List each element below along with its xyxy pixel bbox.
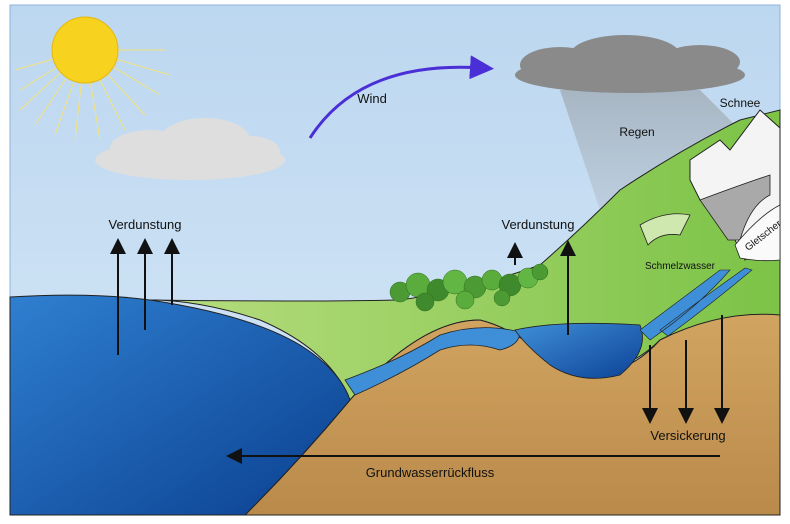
label-evaporation-sea: Verdunstung: [108, 217, 181, 232]
label-evaporation-lake: Verdunstung: [501, 217, 574, 232]
label-rain: Regen: [619, 125, 654, 139]
label-groundwater: Grundwasserrückfluss: [366, 465, 495, 480]
label-snow: Schnee: [720, 96, 761, 110]
label-infiltration: Versickerung: [650, 428, 725, 443]
label-meltwater: Schmelzwasser: [645, 261, 716, 272]
page: Wind Schnee Regen Verdunstung Verdunstun…: [0, 0, 790, 519]
water-cycle-diagram: Wind Schnee Regen Verdunstung Verdunstun…: [0, 0, 790, 519]
sun: [52, 17, 118, 83]
label-wind: Wind: [357, 91, 387, 106]
